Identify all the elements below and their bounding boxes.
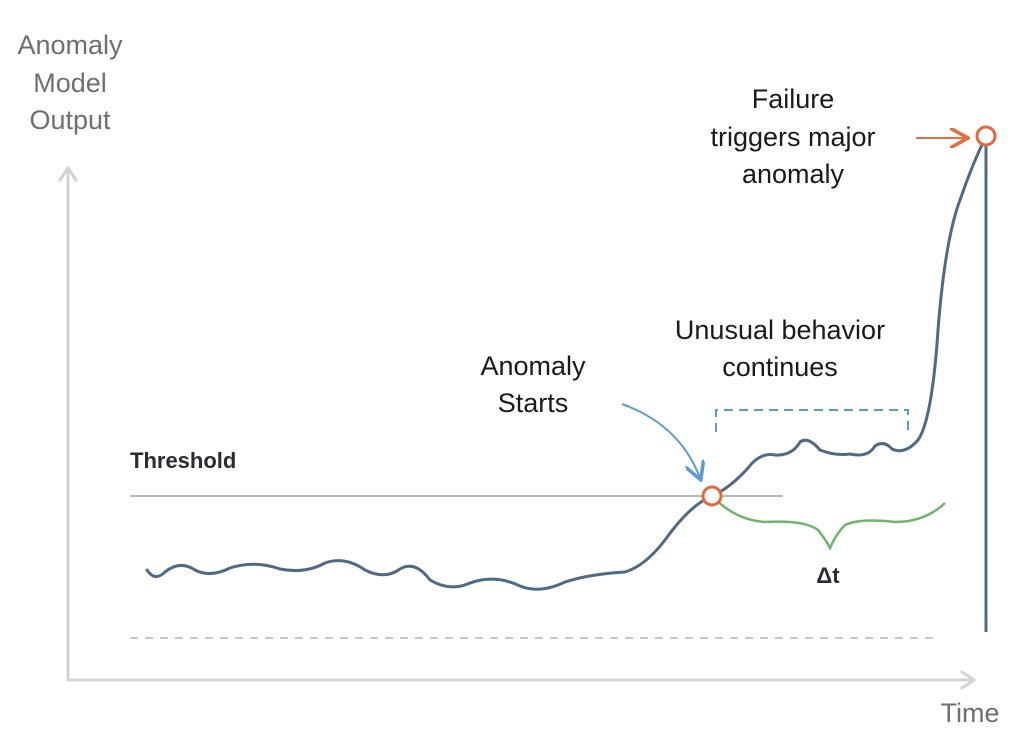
start-arrow <box>621 403 700 478</box>
delta-label: Δt <box>816 563 840 588</box>
x-axis-label: Time <box>941 698 1000 728</box>
unusual-bracket <box>715 409 909 432</box>
anomaly-start-label: Anomaly <box>480 351 586 381</box>
delta-curve <box>711 495 946 551</box>
failure-label: anomaly <box>742 159 845 189</box>
y-axis-label: Output <box>29 105 111 135</box>
y-axis-label: Model <box>33 68 107 98</box>
threshold-label: Threshold <box>130 448 236 473</box>
anomaly-start-label: Starts <box>498 388 569 418</box>
axes <box>58 165 977 690</box>
failure-label: triggers major <box>710 122 875 152</box>
signal-curve <box>145 134 988 591</box>
unusual-label: continues <box>722 352 838 382</box>
failure-label: Failure <box>752 84 835 114</box>
y-axis-label: Anomaly <box>17 30 123 60</box>
unusual-label: Unusual behavior <box>675 315 885 345</box>
failure-point <box>975 125 997 147</box>
anomaly-start-point <box>701 485 723 507</box>
